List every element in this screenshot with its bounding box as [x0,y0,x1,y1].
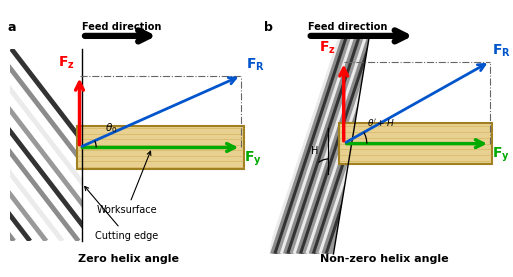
Text: b: b [264,20,273,34]
Bar [77,126,244,169]
Text: $\mathbf{F_y}$: $\mathbf{F_y}$ [492,146,510,165]
Polygon shape [10,49,82,241]
Text: $\mathbf{F_R}$: $\mathbf{F_R}$ [246,57,265,73]
Text: Zero helix angle: Zero helix angle [78,254,179,264]
Text: Non-zero helix angle: Non-zero helix angle [321,254,449,264]
Text: Cutting edge: Cutting edge [85,186,158,241]
Text: $\mathbf{F_R}$: $\mathbf{F_R}$ [492,43,511,59]
Text: $\mathbf{F_y}$: $\mathbf{F_y}$ [244,150,262,168]
Text: Feed direction: Feed direction [308,22,387,32]
Text: Worksurface: Worksurface [96,151,157,215]
Text: $\theta_0$: $\theta_0$ [105,121,117,135]
Text: $\theta'+H$: $\theta'+H$ [367,117,394,128]
Polygon shape [269,36,369,254]
Text: Feed direction: Feed direction [82,22,162,32]
Text: $\mathbf{F_z}$: $\mathbf{F_z}$ [57,54,74,71]
Bar [339,123,492,164]
Text: a: a [8,20,16,34]
Text: $\mathbf{F_z}$: $\mathbf{F_z}$ [319,40,336,57]
Text: H: H [311,146,318,156]
